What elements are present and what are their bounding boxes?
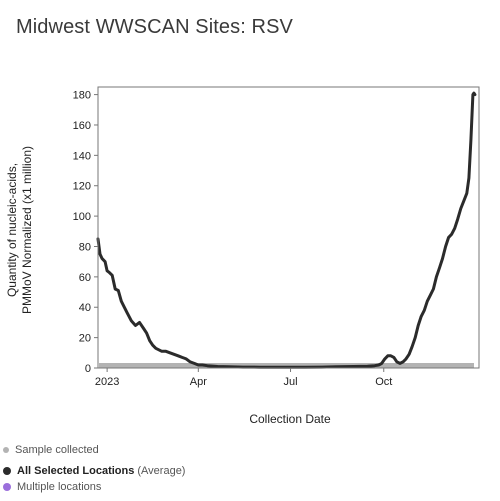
legend-selected-label: All Selected Locations: [17, 465, 135, 477]
y-tick-label: 0: [85, 363, 91, 375]
legend-multiple: Multiple locations: [3, 481, 101, 493]
legend-selected: All Selected Locations (Average): [3, 465, 185, 477]
y-tick-label: 100: [73, 211, 91, 223]
sample-dot-icon: [3, 447, 9, 453]
sample-collected-band: [99, 363, 474, 368]
x-axis: 2023 Apr Jul Oct: [95, 368, 392, 388]
x-tick-label: 2023: [95, 376, 119, 388]
legend-sample: Sample collected: [3, 444, 99, 456]
selected-dot-icon: [3, 467, 11, 475]
sample-band: [99, 363, 474, 368]
x-axis-label: Collection Date: [249, 412, 331, 426]
legend-sample-label: Sample collected: [15, 444, 99, 456]
multiple-dot-icon: [3, 483, 11, 491]
y-axis: 0 20 40 60 80 100 120 140 160 180: [73, 90, 98, 375]
y-tick-label: 180: [73, 90, 91, 102]
y-tick-label: 160: [73, 120, 91, 132]
rsv-average-line: [96, 91, 477, 369]
y-tick-label: 140: [73, 150, 91, 162]
legend-multiple-label: Multiple locations: [17, 481, 102, 493]
page-title: Midwest WWSCAN Sites: RSV: [16, 16, 293, 38]
y-tick-label: 20: [79, 333, 91, 345]
y-tick-label: 40: [79, 302, 91, 314]
legend-selected-suffix: (Average): [137, 465, 186, 477]
x-tick-label: Apr: [190, 376, 207, 388]
y-tick-label: 80: [79, 241, 91, 253]
y-axis-label-line1: Quantity of nucleic-acids,: [5, 163, 19, 297]
y-tick-label: 120: [73, 181, 91, 193]
y-axis-label-line2: PMMoV Normalized (x1 million): [20, 146, 34, 314]
x-tick-label: Jul: [283, 376, 297, 388]
y-tick-label: 60: [79, 272, 91, 284]
x-tick-label: Oct: [375, 376, 392, 388]
plot-frame: [97, 86, 480, 369]
